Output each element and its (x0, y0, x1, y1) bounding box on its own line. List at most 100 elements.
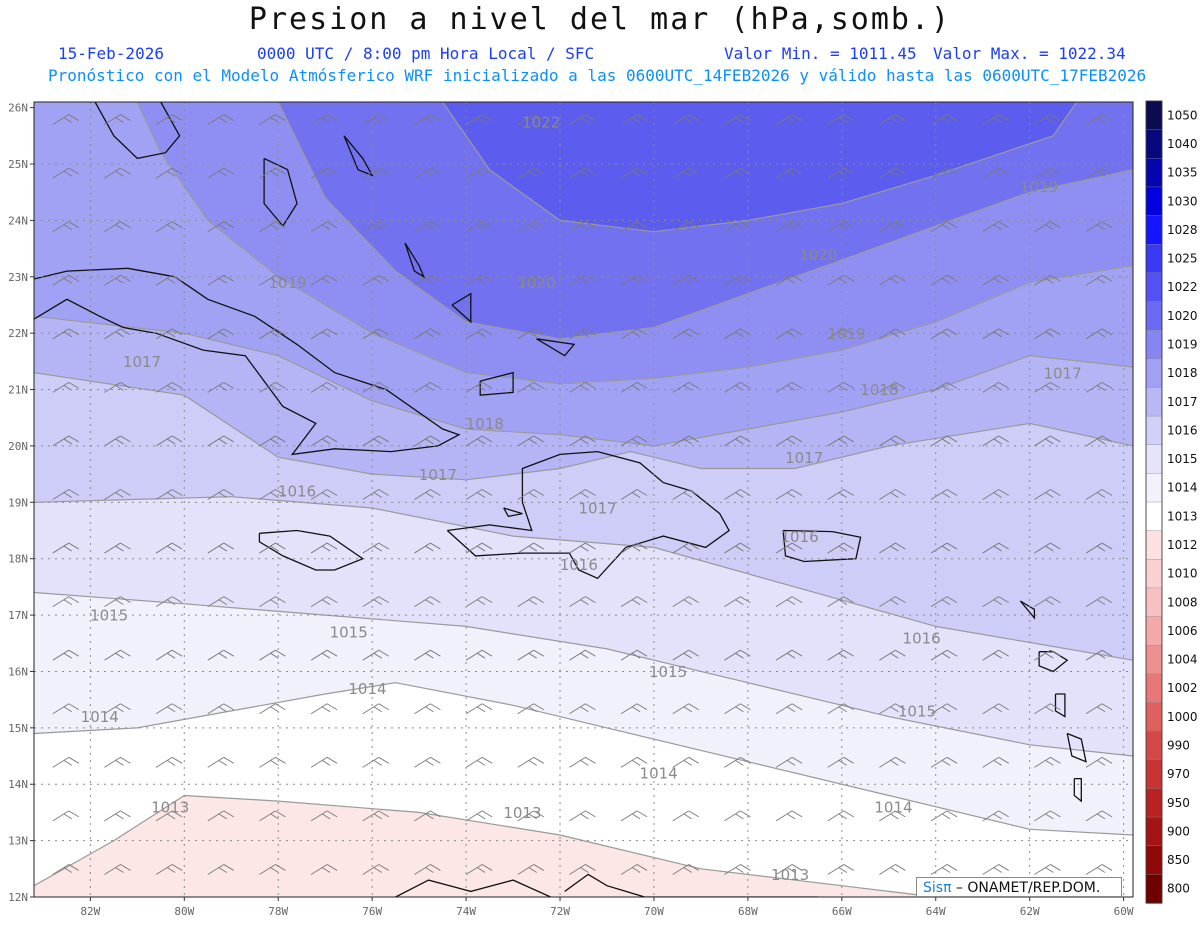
wind-barb-flag (636, 381, 648, 389)
wind-barb-flag (890, 277, 899, 284)
wind-barb (362, 167, 389, 179)
wind-barb-flag (843, 221, 854, 229)
wind-barb-flag (740, 649, 751, 657)
isobar-label: 1015 (90, 607, 128, 625)
wind-barb-shaft (827, 756, 844, 768)
wind-barb (775, 435, 803, 447)
wind-barb-shaft (52, 864, 70, 875)
wind-barb-flag (425, 599, 434, 606)
isobar-label: 1019 (1020, 178, 1058, 196)
wind-barb-shaft (517, 596, 534, 608)
colorbar-swatch (1145, 186, 1163, 217)
wind-barb-flag (115, 117, 124, 123)
wind-barb-flag (890, 813, 899, 820)
wind-barb-shaft (414, 328, 431, 340)
coast-lesser-antilles-1 (1038, 651, 1069, 673)
wind-barb-flag (786, 384, 796, 391)
wind-barb-flag (528, 438, 537, 445)
wind-barb (672, 542, 699, 554)
wind-barb-flag (115, 759, 124, 766)
wind-barb-flag (68, 864, 80, 871)
wind-barb-shaft (104, 435, 121, 447)
isobar-label: 1013 (771, 866, 809, 884)
wind-barb (1034, 596, 1061, 608)
wind-barb-shaft (827, 649, 844, 661)
wind-barb-shaft (517, 703, 534, 715)
wind-barb-flag (786, 652, 796, 659)
wind-barb (982, 864, 1009, 875)
wind-barb-flag (326, 596, 338, 604)
wind-barb (930, 542, 958, 554)
wind-barb (465, 596, 493, 608)
wind-barb-shaft (259, 703, 276, 715)
wind-barb-flag (321, 599, 331, 606)
wind-barb-flag (1096, 492, 1106, 498)
wind-barb-flag (533, 435, 544, 443)
wind-barb-shaft (362, 328, 379, 340)
wind-barb-flag (735, 438, 744, 445)
wind-barb-shaft (672, 221, 689, 233)
wind-barb-flag (275, 864, 286, 871)
coast-great-inagua (479, 371, 514, 396)
wind-barb-shaft (52, 328, 70, 340)
wind-barb-flag (636, 489, 648, 496)
wind-barb-shaft (155, 381, 173, 393)
colorbar-label: 1002 (1167, 681, 1198, 695)
wind-barb-shaft (930, 649, 948, 661)
wind-barb-flag (636, 221, 648, 229)
wind-barb (362, 649, 389, 661)
wind-barb-shaft (310, 167, 328, 179)
colorbar-swatch (1145, 444, 1163, 475)
wind-barb-shaft (155, 274, 173, 286)
wind-barb-flag (378, 756, 389, 764)
wind-barb (827, 114, 854, 125)
wind-barb (465, 649, 493, 661)
wind-barb (775, 274, 803, 286)
wind-barb-flag (481, 864, 493, 871)
wind-barb-flag (326, 328, 338, 336)
wind-barb (310, 328, 338, 340)
wind-barb-flag (786, 438, 796, 445)
wind-barb-flag (476, 545, 486, 552)
wind-barb-shaft (310, 221, 328, 233)
wind-barb-flag (735, 867, 744, 873)
wind-barb (620, 864, 648, 875)
wind-barb-flag (580, 224, 589, 231)
wind-barb-flag (120, 489, 131, 496)
wind-barb-flag (481, 810, 493, 818)
colorbar-label: 1016 (1167, 423, 1198, 437)
wind-barb-flag (430, 274, 441, 282)
wind-barb-shaft (930, 435, 948, 447)
wind-barb-shaft (259, 114, 276, 125)
wind-barb-shaft (1034, 274, 1051, 286)
wind-barb-flag (1101, 703, 1113, 711)
wind-barb (310, 167, 338, 179)
wind-barb-flag (683, 813, 692, 820)
wind-barb (414, 703, 441, 715)
wind-barb-flag (171, 649, 183, 657)
wind-barb-flag (993, 117, 1002, 123)
wind-barb-flag (218, 438, 228, 445)
wind-barb-shaft (775, 810, 793, 822)
wind-barb (259, 114, 286, 125)
wind-barb (879, 864, 906, 875)
wind-barb (672, 649, 699, 661)
wind-barb-shaft (207, 381, 225, 393)
wind-barb (104, 649, 131, 661)
wind-barb-flag (740, 114, 751, 121)
wind-barb-shaft (1085, 435, 1103, 447)
wind-barb (982, 167, 1009, 179)
wind-barb-flag (533, 703, 544, 711)
wind-barb (1085, 489, 1113, 500)
wind-barb-flag (1101, 596, 1113, 604)
wind-barb (827, 489, 854, 500)
pressure-band-1022 (442, 102, 1077, 232)
wind-barb-flag (895, 221, 906, 229)
isobar-label: 1014 (348, 680, 386, 698)
wind-barb-shaft (362, 703, 379, 715)
wind-barb-flag (425, 277, 434, 284)
lon-label: 72W (550, 905, 570, 918)
wind-barb-flag (998, 328, 1009, 336)
wind-barb-flag (895, 328, 906, 336)
wind-barb-flag (585, 542, 596, 550)
